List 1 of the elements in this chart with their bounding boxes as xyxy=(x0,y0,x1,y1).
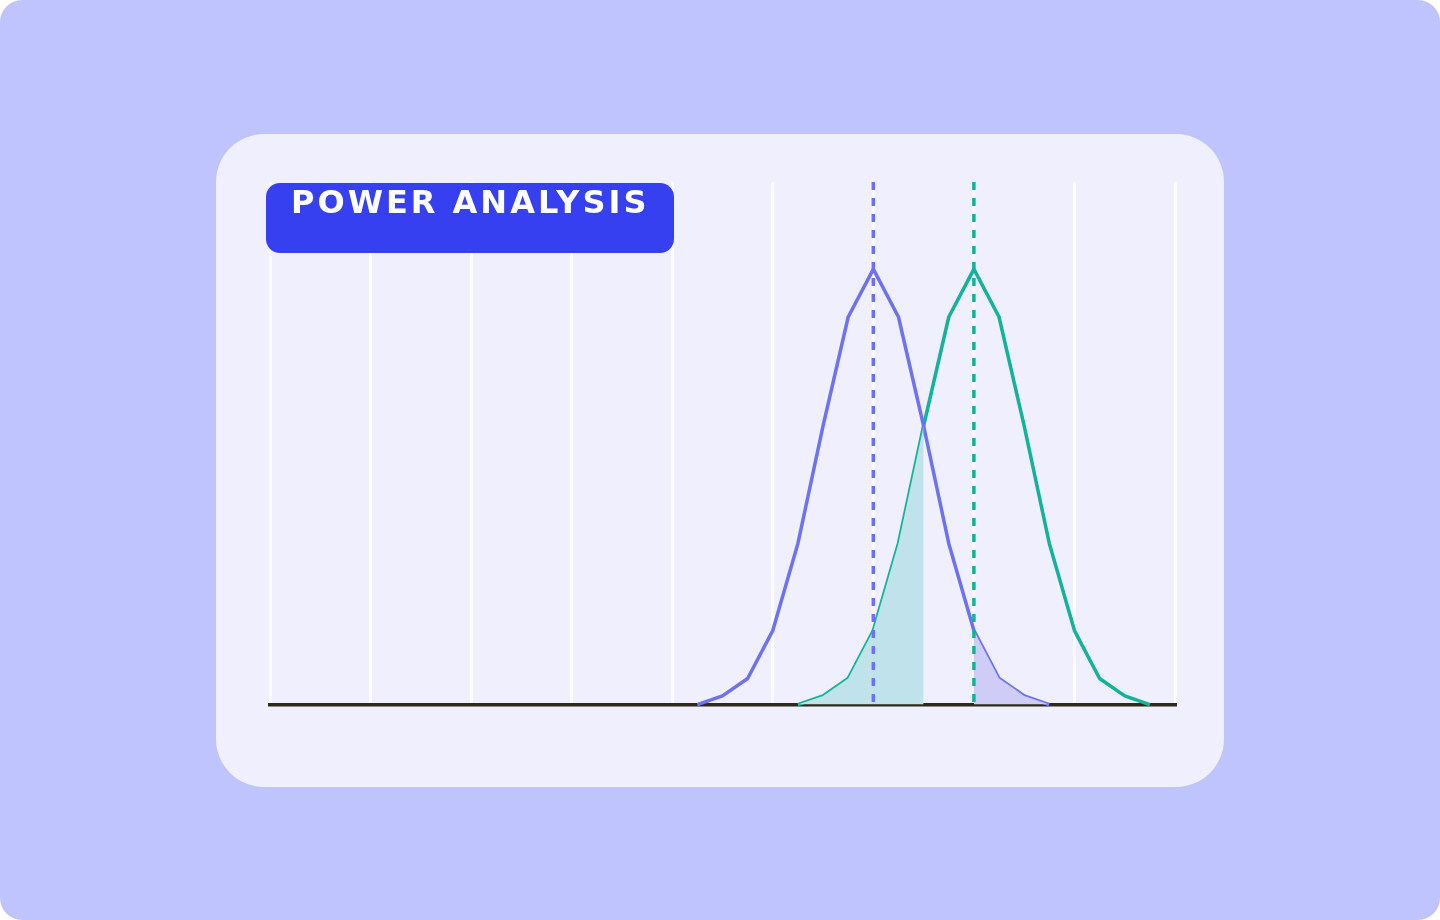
chart-title: POWER ANALYSIS xyxy=(266,183,675,253)
